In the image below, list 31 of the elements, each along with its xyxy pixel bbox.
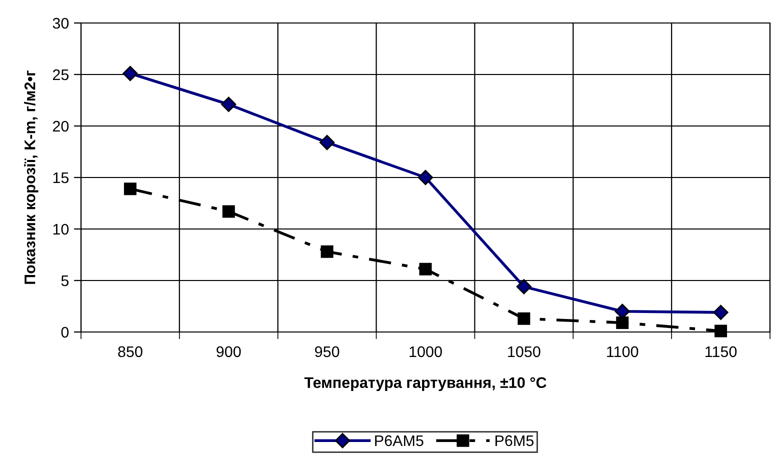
point <box>714 324 728 338</box>
x-tick-label: 1050 <box>508 346 540 358</box>
point <box>419 262 432 276</box>
x-tick-label: 1000 <box>410 346 442 358</box>
point <box>122 66 138 82</box>
y-tick-label: 25 <box>52 69 69 80</box>
x-tick-label: 850 <box>118 346 142 358</box>
point <box>616 316 629 329</box>
x-tick-label: 1100 <box>607 346 638 358</box>
point <box>516 279 532 294</box>
legend-label: P6AM5 <box>375 435 424 446</box>
point <box>713 304 728 320</box>
y-tick-label: 5 <box>61 276 69 286</box>
point <box>518 312 530 325</box>
x-axis-title: Температура гартування, ±10 °C <box>304 377 546 392</box>
point <box>222 205 235 218</box>
y-axis-title: Показник корозії, K-m, г/м2•г <box>24 70 38 284</box>
point <box>124 182 136 196</box>
x-tick-label: 900 <box>216 346 241 358</box>
point <box>418 170 434 186</box>
y-tick-label: 15 <box>53 172 69 184</box>
x-tick-label: 950 <box>315 346 340 358</box>
y-tick-label: 30 <box>52 18 69 29</box>
y-tick-label: 0 <box>61 326 69 338</box>
point <box>320 134 335 150</box>
x-tick-label: 1150 <box>706 346 737 358</box>
point <box>221 96 236 112</box>
point <box>320 245 334 258</box>
y-tick-label: 10 <box>53 224 69 235</box>
y-tick-label: 20 <box>52 120 69 132</box>
legend-label: P6M5 <box>496 435 534 446</box>
